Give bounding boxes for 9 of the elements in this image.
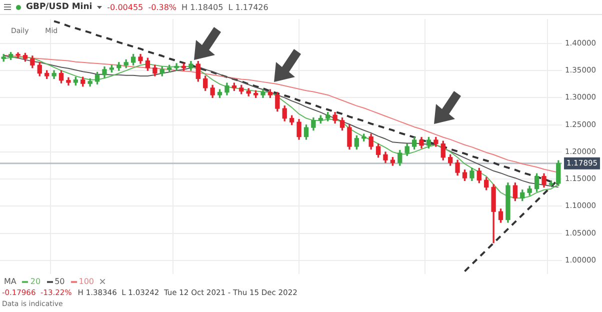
- text: H 1.18405 L 1.17426: [182, 2, 268, 12]
- legend-label: 50: [54, 277, 65, 286]
- candlestick: [16, 52, 20, 58]
- text: -0.00455 -0.38%: [107, 2, 177, 12]
- legend-label: 20: [29, 277, 41, 286]
- legend-label: 100: [78, 277, 94, 286]
- chart-title: GBP/USD Mini: [26, 2, 92, 12]
- candlestick: [174, 63, 179, 71]
- legend-title: MA: [4, 277, 16, 286]
